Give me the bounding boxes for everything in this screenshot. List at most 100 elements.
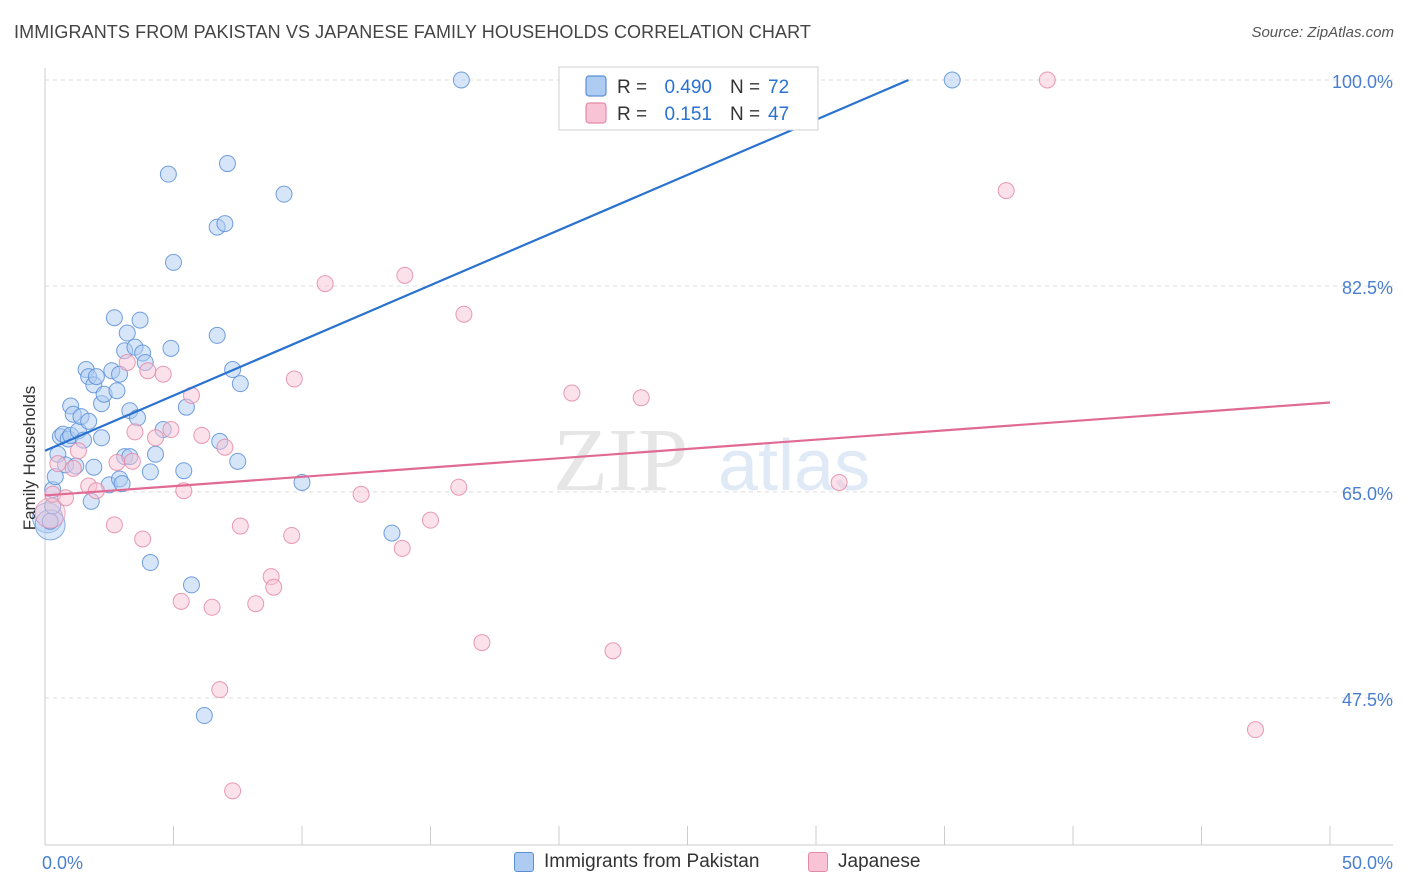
japanese-point [997, 182, 1015, 200]
grid-lines [45, 79, 1393, 699]
japanese-point [455, 305, 473, 323]
japanese-point [211, 681, 229, 699]
watermark-atlas: atlas [718, 426, 870, 506]
pakistan-point [162, 339, 180, 357]
japanese-point [1246, 721, 1264, 739]
trend-lines [44, 78, 1331, 497]
legend-r-label: R = [617, 77, 647, 98]
pakistan-point [118, 324, 136, 342]
pakistan-point [159, 165, 177, 183]
japanese-point [118, 353, 136, 371]
y-axis-label: Family Households [20, 386, 39, 531]
y-tick-label: 82.5% [1342, 278, 1393, 298]
japanese-point [64, 459, 82, 477]
legend-n-label: N = [730, 77, 760, 98]
japanese-point [69, 442, 87, 460]
japanese-point [49, 455, 67, 473]
japanese-point [162, 421, 180, 439]
japanese-point [139, 362, 157, 380]
series-japanese [34, 71, 1264, 800]
pakistan-point [229, 452, 247, 470]
pakistan-point [111, 365, 129, 383]
japanese-point [147, 429, 165, 447]
watermark-zip: ZIP [553, 411, 688, 510]
legend-item-japanese[interactable]: Japanese [808, 851, 920, 873]
stats-legend: R = 0.490 N = 72 R = 0.151 N = 47 [558, 66, 819, 131]
legend-swatch-japanese [585, 102, 607, 124]
legend-r-value: 0.151 [664, 104, 712, 125]
legend-label-japanese: Japanese [838, 851, 921, 872]
source-label: Source: ZipAtlas.com [1251, 24, 1394, 41]
japanese-point [316, 275, 334, 293]
pakistan-point [105, 309, 123, 327]
x-tick-labels: 0.0% 50.0% [42, 853, 1393, 873]
japanese-point [203, 598, 221, 616]
japanese-point [231, 517, 249, 535]
japanese-point [57, 489, 75, 507]
legend-n-label: N = [730, 104, 760, 125]
pakistan-point [231, 375, 249, 393]
japanese-point [632, 389, 650, 407]
chart-title: IMMIGRANTS FROM PAKISTAN VS JAPANESE FAM… [14, 22, 811, 42]
pakistan-point [113, 475, 131, 493]
japanese-point [193, 426, 211, 444]
pakistan-point [108, 382, 126, 400]
pakistan-point [80, 412, 98, 430]
pakistan-point [218, 155, 236, 173]
trend-line-pakistan [44, 78, 909, 452]
japanese-point [172, 592, 190, 610]
pakistan-point [141, 554, 159, 572]
japanese-point [285, 370, 303, 388]
x-tick-label-max: 50.0% [1342, 853, 1393, 873]
legend-item-pakistan[interactable]: Immigrants from Pakistan [514, 851, 759, 873]
japanese-point [247, 595, 265, 613]
japanese-point [473, 634, 491, 652]
legend-n-value: 72 [768, 77, 789, 98]
legend-swatch-pakistan [514, 852, 534, 872]
axes [44, 68, 1393, 846]
japanese-point [108, 454, 126, 471]
japanese-point [422, 511, 439, 529]
pakistan-point [182, 576, 200, 594]
legend-swatch-japanese [808, 852, 828, 872]
pakistan-point [85, 458, 103, 476]
pakistan-point [275, 185, 293, 203]
legend-r-label: R = [617, 104, 647, 125]
japanese-point [604, 642, 622, 660]
watermark: ZIP atlas [553, 411, 870, 510]
pakistan-point [208, 326, 226, 344]
pakistan-point [216, 215, 234, 233]
japanese-point [1038, 71, 1056, 89]
pakistan-point [452, 71, 470, 89]
legend-r-value: 0.490 [664, 77, 712, 98]
pakistan-point [943, 71, 961, 89]
pakistan-point [131, 311, 149, 329]
legend-n-value: 47 [768, 104, 789, 125]
japanese-point [224, 782, 242, 800]
legend-label-pakistan: Immigrants from Pakistan [544, 851, 760, 872]
pakistan-point [93, 429, 111, 447]
pakistan-point [293, 474, 311, 492]
japanese-point [134, 530, 152, 548]
japanese-point [154, 365, 172, 383]
japanese-point [216, 438, 234, 456]
pakistan-point [87, 368, 105, 386]
y-tick-label: 47.5% [1342, 690, 1393, 710]
pakistan-point [147, 445, 165, 463]
japanese-point [105, 516, 123, 534]
japanese-point [830, 474, 848, 492]
pakistan-point [175, 462, 193, 480]
y-tick-label: 100.0% [1332, 72, 1393, 92]
series-legend: Immigrants from Pakistan Japanese [0, 851, 1406, 877]
pakistan-point [141, 463, 159, 481]
japanese-point [126, 423, 144, 441]
y-tick-labels: 47.5% 65.0% 82.5% 100.0% [1332, 72, 1393, 710]
japanese-point [123, 452, 141, 470]
x-tick-label-min: 0.0% [42, 853, 83, 873]
japanese-point [352, 485, 370, 503]
legend-swatch-pakistan [585, 75, 607, 97]
japanese-point [283, 526, 301, 544]
series-pakistan [32, 71, 961, 725]
japanese-point [393, 539, 411, 557]
